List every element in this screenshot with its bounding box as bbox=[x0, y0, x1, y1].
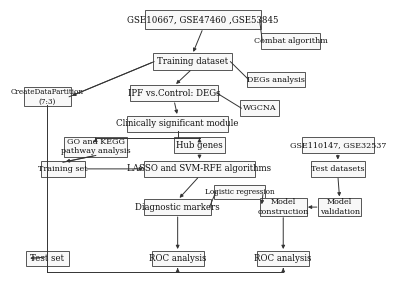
Text: GSE10667, GSE47460 ,GSE53845: GSE10667, GSE47460 ,GSE53845 bbox=[127, 15, 279, 24]
FancyBboxPatch shape bbox=[152, 54, 232, 70]
Text: CreateDataPartition
(7:3): CreateDataPartition (7:3) bbox=[11, 88, 84, 105]
FancyBboxPatch shape bbox=[260, 198, 306, 216]
Text: Test set: Test set bbox=[30, 254, 64, 263]
Text: Hub genes: Hub genes bbox=[176, 141, 223, 150]
FancyBboxPatch shape bbox=[214, 184, 265, 199]
FancyBboxPatch shape bbox=[144, 199, 211, 215]
Text: Clinically significant module: Clinically significant module bbox=[116, 119, 239, 128]
Text: Training dataset: Training dataset bbox=[157, 57, 228, 66]
Text: Training set: Training set bbox=[38, 165, 88, 173]
Text: Combat algorithm: Combat algorithm bbox=[254, 37, 328, 45]
Text: DEGs analysis: DEGs analysis bbox=[247, 76, 305, 84]
Text: ROC analysis: ROC analysis bbox=[149, 254, 206, 263]
Text: Model
construction: Model construction bbox=[258, 199, 309, 216]
Text: WGCNA: WGCNA bbox=[243, 104, 276, 112]
FancyBboxPatch shape bbox=[311, 161, 365, 177]
FancyBboxPatch shape bbox=[41, 161, 85, 177]
FancyBboxPatch shape bbox=[302, 137, 374, 153]
FancyBboxPatch shape bbox=[261, 33, 320, 49]
FancyBboxPatch shape bbox=[174, 137, 225, 153]
FancyBboxPatch shape bbox=[240, 100, 279, 116]
Text: LASSO and SVM-RFE algorithms: LASSO and SVM-RFE algorithms bbox=[128, 164, 272, 173]
Text: IPF vs.Control: DEGs: IPF vs.Control: DEGs bbox=[128, 89, 220, 97]
Text: ROC analysis: ROC analysis bbox=[254, 254, 312, 263]
FancyBboxPatch shape bbox=[64, 137, 127, 157]
FancyBboxPatch shape bbox=[127, 116, 228, 132]
FancyBboxPatch shape bbox=[144, 161, 255, 177]
Text: GSE110147, GSE32537: GSE110147, GSE32537 bbox=[290, 141, 386, 149]
FancyBboxPatch shape bbox=[145, 10, 261, 29]
FancyBboxPatch shape bbox=[130, 85, 218, 101]
FancyBboxPatch shape bbox=[26, 251, 69, 266]
Text: GO and KEGG
pathway analysis: GO and KEGG pathway analysis bbox=[61, 138, 130, 155]
FancyBboxPatch shape bbox=[152, 251, 204, 266]
Text: Diagnostic markers: Diagnostic markers bbox=[135, 203, 220, 212]
FancyBboxPatch shape bbox=[24, 87, 71, 106]
FancyBboxPatch shape bbox=[318, 198, 361, 216]
FancyBboxPatch shape bbox=[247, 72, 305, 87]
Text: Logistic regression: Logistic regression bbox=[205, 188, 274, 196]
FancyBboxPatch shape bbox=[257, 251, 309, 266]
Text: Model
validation: Model validation bbox=[320, 199, 360, 216]
Text: Test datasets: Test datasets bbox=[311, 165, 364, 173]
